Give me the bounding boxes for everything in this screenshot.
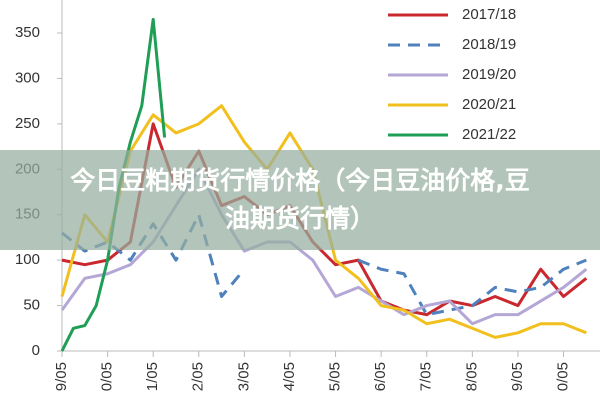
y-tick-label: 100 <box>15 251 40 268</box>
y-tick-label: 50 <box>23 297 40 314</box>
x-tick-label: 8/05 <box>463 362 480 391</box>
x-tick-label: 0/05 <box>554 362 571 391</box>
x-tick-label: 4/05 <box>281 362 298 391</box>
legend-label: 2018/19 <box>462 36 516 53</box>
x-tick-label: 9/05 <box>53 362 70 391</box>
legend-label: 2017/18 <box>462 6 516 23</box>
x-tick-label: 1/05 <box>144 362 161 391</box>
legend-label: 2021/22 <box>462 126 516 143</box>
banner: 今日豆粕期货行情价格（今日豆油价格,豆油期货行情） <box>0 150 600 250</box>
x-tick-label: 6/05 <box>372 362 389 391</box>
y-tick-label: 350 <box>15 24 40 41</box>
x-tick-label: 5/05 <box>327 362 344 391</box>
x-tick-label: 7/05 <box>418 362 435 391</box>
banner-text: 今日豆粕期货行情价格（今日豆油价格,豆油期货行情） <box>70 166 530 233</box>
legend-label: 2019/20 <box>462 66 516 83</box>
x-tick-label: 0/05 <box>99 362 116 391</box>
legend-label: 2020/21 <box>462 96 516 113</box>
x-tick-label: 2/05 <box>190 362 207 391</box>
series-line <box>61 122 588 317</box>
y-tick-label: 0 <box>32 342 40 359</box>
x-tick-label: 3/05 <box>235 362 252 391</box>
x-tick-label: 9/05 <box>509 362 526 391</box>
y-tick-label: 300 <box>15 69 40 86</box>
y-tick-label: 250 <box>15 115 40 132</box>
